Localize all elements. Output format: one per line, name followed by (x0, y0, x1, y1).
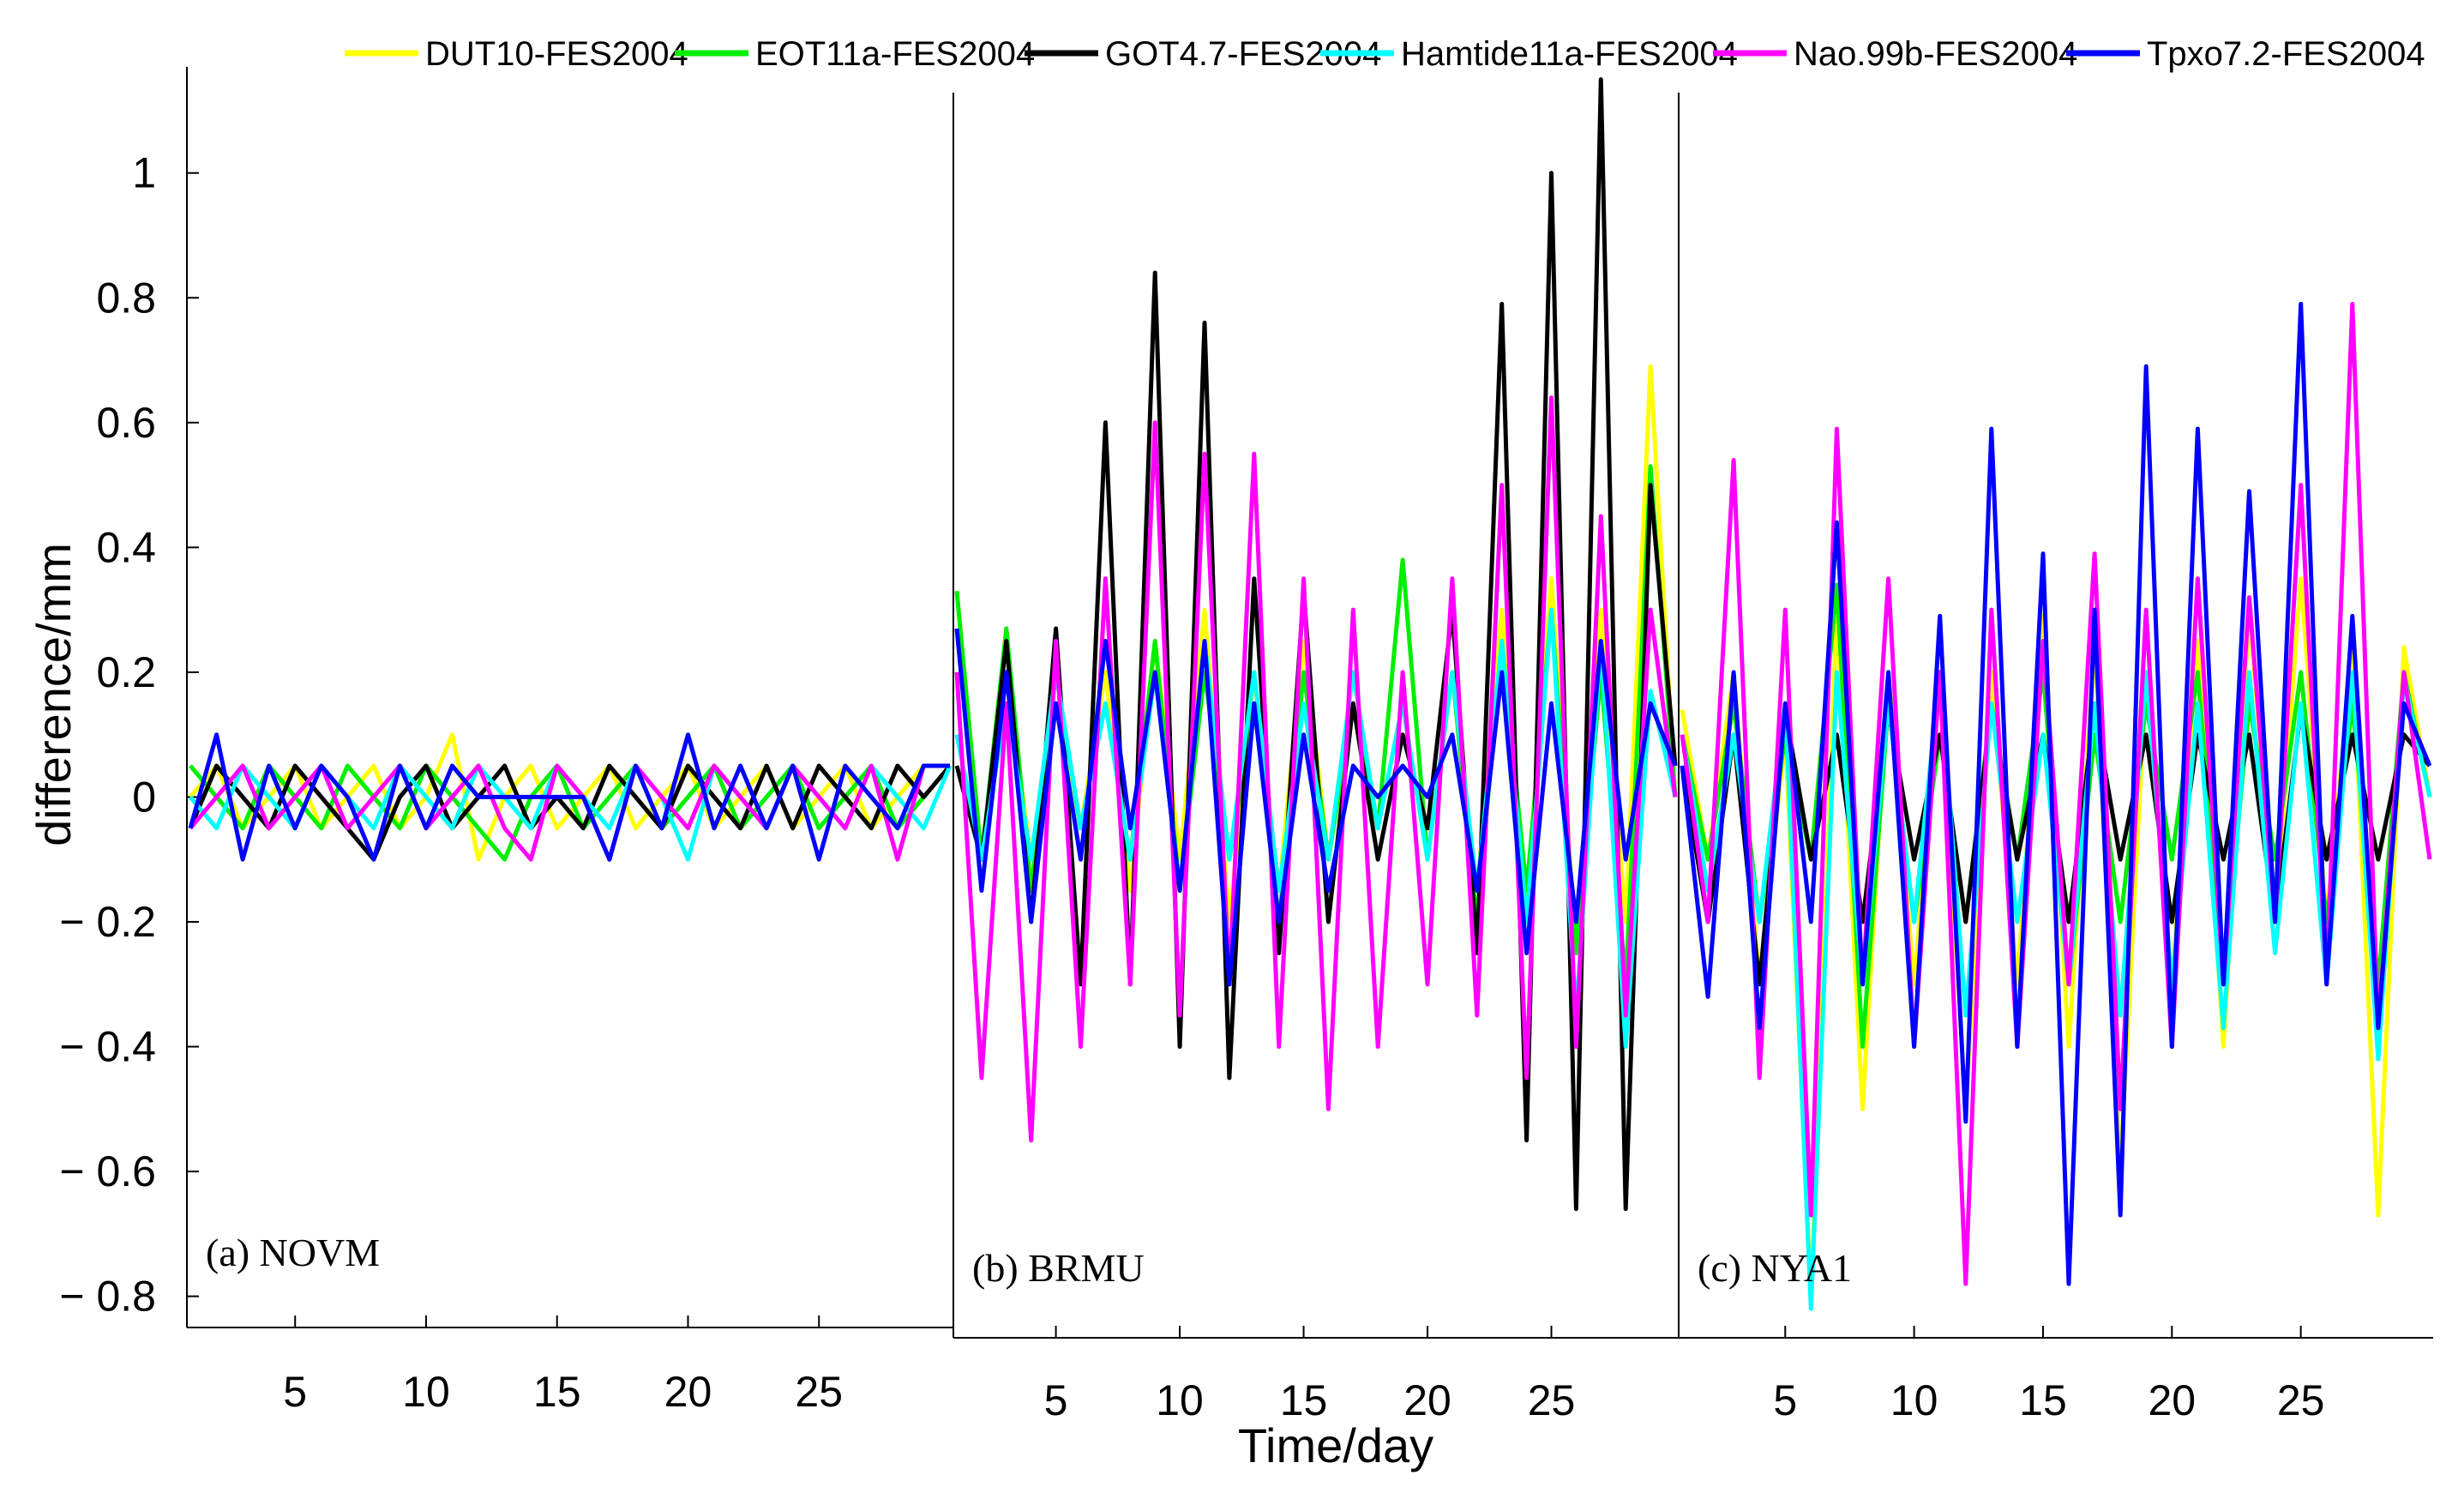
axes: − 0.8 − 0.6 − 0.4 − 0.2 0 0.2 0.4 0.6 0.8 1 (59, 67, 2433, 1339)
series-line-4 (954, 607, 1678, 1049)
y-tick-label: 0.4 (96, 523, 156, 571)
x-tick-label: 5 (1773, 1376, 1797, 1424)
x-tick-label: 20 (664, 1368, 712, 1416)
x-tick-label: 25 (1528, 1376, 1576, 1424)
legend-entry: Tpxo7.2-FES2004 (2147, 35, 2425, 73)
legend: DUT10-FES2004 EOT11a-FES2004 GOT4.7-FES200… (345, 35, 2425, 73)
panel-b: 5 10 15 20 25 (b) BRMU (954, 77, 1678, 1424)
y-tick-label: − 0.8 (59, 1273, 156, 1321)
x-tick-label: 20 (2148, 1376, 2196, 1424)
legend-entry: DUT10-FES2004 (425, 35, 688, 73)
panel-c: 5 10 15 20 25 (c) NYA1 (1680, 302, 2432, 1424)
panel-label: (b) BRMU (972, 1246, 1145, 1290)
series-line-3 (188, 763, 952, 862)
y-tick-label: − 0.2 (59, 898, 156, 946)
x-tick-label: 25 (795, 1368, 843, 1416)
series-line-5 (1680, 302, 2432, 1286)
x-tick-label: 15 (2019, 1376, 2067, 1424)
y-tick-label: − 0.6 (59, 1147, 156, 1195)
series-line-6 (1680, 302, 2432, 1286)
legend-entry: Nao.99b-FES2004 (1794, 35, 2077, 73)
y-tick-label: 0.6 (96, 399, 156, 447)
panels: 5 10 15 20 25 (a) NOVM 5 10 15 20 25 (b) BRMU 5 10 15 2… (188, 77, 2432, 1424)
panel-label: (a) NOVM (206, 1231, 380, 1274)
x-tick-label: 15 (1280, 1376, 1328, 1424)
x-tick-label: 15 (533, 1368, 581, 1416)
x-axis-title: Time/day (1238, 1418, 1433, 1472)
x-tick-label: 10 (402, 1368, 450, 1416)
legend-entry: EOT11a-FES2004 (755, 35, 1035, 73)
series-line-5 (954, 395, 1678, 1143)
y-tick-label: − 0.4 (59, 1023, 156, 1071)
x-tick-label: 5 (283, 1368, 307, 1416)
panel-a: 5 10 15 20 25 (a) NOVM (188, 732, 953, 1416)
y-tick-label: 0.8 (96, 274, 156, 322)
x-tick-label: 20 (1403, 1376, 1451, 1424)
y-tick-label: 0 (132, 773, 156, 821)
panel-label: (c) NYA1 (1698, 1246, 1852, 1290)
x-tick-label: 10 (1156, 1376, 1204, 1424)
legend-entry: Hamtide11a-FES2004 (1401, 35, 1738, 73)
y-tick-label: 0.2 (96, 648, 156, 696)
x-tick-label: 5 (1044, 1376, 1068, 1424)
y-axis-title: difference/mm (27, 543, 81, 846)
x-tick-label: 10 (1890, 1376, 1938, 1424)
series-line-6 (188, 732, 950, 862)
x-tick-label: 25 (2277, 1376, 2325, 1424)
y-tick-label: 1 (132, 149, 156, 197)
series-line-6 (954, 628, 1678, 987)
series-line-3 (954, 77, 1678, 1212)
